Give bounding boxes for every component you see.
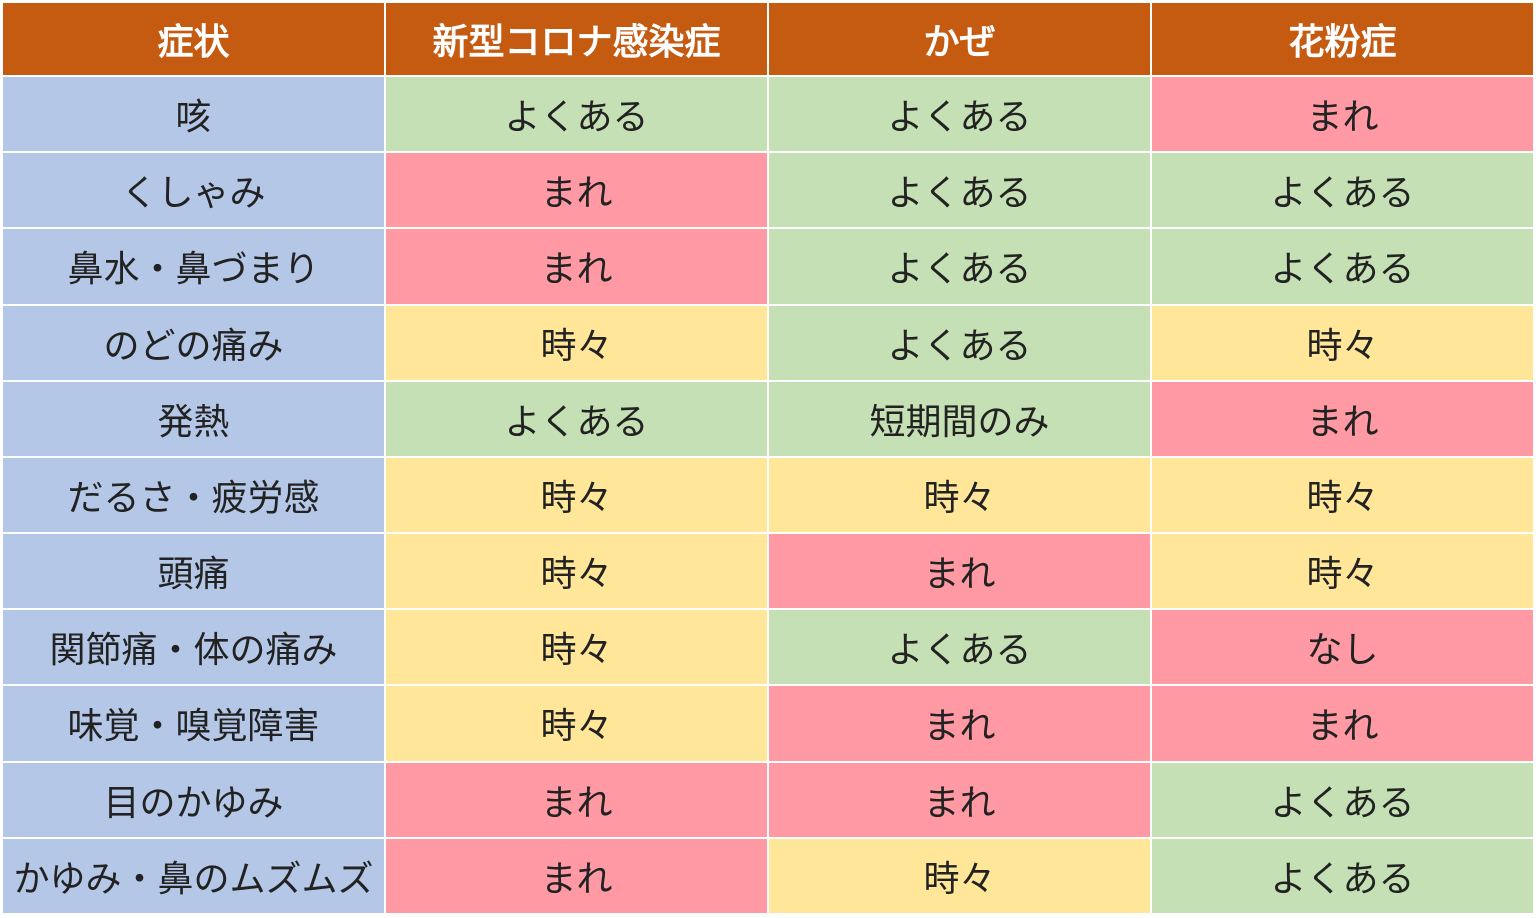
table-row: のどの痛み 時々 よくある 時々 [1, 303, 1535, 382]
frequency-cell-cold: 短期間のみ [767, 379, 1152, 458]
frequency-cell-covid: よくある [384, 379, 769, 458]
frequency-cell-covid: まれ [384, 151, 769, 230]
table-row: だるさ・疲労感 時々 時々 時々 [1, 455, 1535, 535]
table-row: くしゃみ まれ よくある よくある [1, 151, 1535, 230]
table-row: 咳よくある よくある まれ [1, 74, 1535, 154]
table-row: かゆみ・鼻のムズムズ まれ 時々 よくある [1, 836, 1535, 916]
header-cold: かぜ [767, 1, 1152, 77]
table-row: 鼻水・鼻づまり まれ よくある よくある [1, 227, 1535, 306]
symptom-cell: くしゃみ [1, 151, 386, 230]
header-row: 症状 新型コロナ感染症 かぜ 花粉症 [1, 1, 1535, 77]
frequency-cell-cold: まれ [767, 760, 1152, 839]
frequency-cell-hay-fever: 時々 [1150, 303, 1535, 382]
frequency-cell-covid: 時々 [384, 532, 769, 611]
table-row: 味覚・嗅覚障害 時々 まれ まれ [1, 684, 1535, 763]
frequency-cell-covid: 時々 [384, 455, 769, 535]
symptom-cell: 目のかゆみ [1, 760, 386, 839]
frequency-cell-cold: 時々 [767, 455, 1152, 535]
symptom-cell: 発熱 [1, 379, 386, 458]
frequency-cell-hay-fever: 時々 [1150, 532, 1535, 611]
symptom-cell: のどの痛み [1, 303, 386, 382]
frequency-cell-covid: よくある [384, 74, 769, 154]
frequency-cell-covid: 時々 [384, 608, 769, 687]
frequency-cell-covid: まれ [384, 836, 769, 916]
frequency-cell-cold: まれ [767, 532, 1152, 611]
frequency-cell-hay-fever: よくある [1150, 836, 1535, 916]
symptom-cell: 関節痛・体の痛み [1, 608, 386, 687]
frequency-cell-cold: よくある [767, 151, 1152, 230]
frequency-cell-hay-fever: 時々 [1150, 455, 1535, 535]
frequency-cell-covid: 時々 [384, 303, 769, 382]
frequency-cell-hay-fever: よくある [1150, 227, 1535, 306]
frequency-cell-cold: まれ [767, 684, 1152, 763]
symptom-cell: かゆみ・鼻のムズムズ [1, 836, 386, 916]
frequency-cell-cold: よくある [767, 303, 1152, 382]
table-body: 咳よくある よくある まれ くしゃみ まれ よくある よくある 鼻水・鼻づまり まれ よくある よく… [1, 74, 1535, 916]
header-covid: 新型コロナ感染症 [384, 1, 769, 77]
frequency-cell-hay-fever: なし [1150, 608, 1535, 687]
symptom-cell: だるさ・疲労感 [1, 455, 386, 535]
header-symptom: 症状 [1, 1, 386, 77]
symptom-cell: 咳 [1, 74, 386, 154]
table-row: 発熱 よくある 短期間のみ まれ [1, 379, 1535, 458]
frequency-cell-covid: 時々 [384, 684, 769, 763]
symptom-cell: 味覚・嗅覚障害 [1, 684, 386, 763]
table-row: 頭痛 時々 まれ 時々 [1, 532, 1535, 611]
frequency-cell-cold: 時々 [767, 836, 1152, 916]
frequency-cell-hay-fever: よくある [1150, 760, 1535, 839]
frequency-cell-cold: よくある [767, 608, 1152, 687]
frequency-cell-covid: まれ [384, 227, 769, 306]
symptom-cell: 鼻水・鼻づまり [1, 227, 386, 306]
frequency-cell-hay-fever: よくある [1150, 151, 1535, 230]
frequency-cell-covid: まれ [384, 760, 769, 839]
frequency-cell-hay-fever: まれ [1150, 684, 1535, 763]
table-row: 関節痛・体の痛み 時々 よくある なし [1, 608, 1535, 687]
symptom-cell: 頭痛 [1, 532, 386, 611]
header-hay-fever: 花粉症 [1150, 1, 1535, 77]
table-row: 目のかゆみ まれ まれ よくある [1, 760, 1535, 839]
frequency-cell-cold: よくある [767, 74, 1152, 154]
frequency-cell-hay-fever: まれ [1150, 74, 1535, 154]
frequency-cell-hay-fever: まれ [1150, 379, 1535, 458]
frequency-cell-cold: よくある [767, 227, 1152, 306]
